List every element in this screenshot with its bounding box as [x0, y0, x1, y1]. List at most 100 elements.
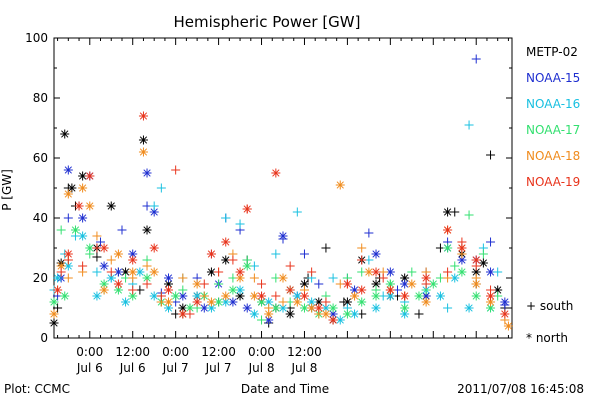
- data-point-south: [307, 267, 317, 277]
- marker-stroke: [501, 310, 509, 318]
- data-point-north: [471, 255, 481, 265]
- data-point-south: [271, 291, 281, 301]
- data-point-south: [378, 273, 388, 283]
- data-point-south: [271, 249, 281, 259]
- data-point-north: [206, 249, 216, 259]
- marker-stroke: [350, 292, 359, 300]
- data-point-north: [53, 273, 63, 283]
- marker-stroke: [358, 298, 366, 306]
- data-point-north: [242, 261, 252, 271]
- marker-stroke: [472, 256, 480, 264]
- footer-plot-credit: Plot: CCMC: [4, 382, 70, 396]
- data-point-north: [113, 249, 123, 259]
- data-point-north: [99, 285, 109, 295]
- marker-stroke: [150, 208, 158, 216]
- marker-stroke: [358, 286, 366, 294]
- data-point-south: [92, 252, 102, 262]
- data-point-north: [385, 279, 395, 289]
- data-point-south: [486, 237, 496, 247]
- data-point-north: [128, 267, 138, 277]
- data-point-north: [149, 243, 159, 253]
- data-point-north: [113, 279, 123, 289]
- marker-stroke: [53, 286, 62, 294]
- marker-stroke: [343, 310, 352, 318]
- data-point-north: [435, 291, 445, 301]
- marker-stroke: [164, 298, 173, 306]
- marker-stroke: [486, 268, 495, 276]
- marker-stroke: [179, 292, 187, 300]
- data-point-north: [457, 243, 467, 253]
- data-point-north: [242, 303, 252, 313]
- data-point-north: [278, 273, 288, 283]
- data-point-north: [49, 297, 59, 307]
- marker-stroke: [343, 298, 352, 306]
- marker-stroke: [193, 280, 201, 288]
- data-point-north: [471, 279, 481, 289]
- data-point-north: [364, 267, 374, 277]
- data-point-south: [407, 267, 417, 277]
- data-point-north: [299, 291, 309, 301]
- marker-stroke: [257, 298, 266, 306]
- marker-stroke: [164, 286, 173, 294]
- data-point-north: [428, 279, 438, 289]
- data-point-south: [63, 273, 73, 283]
- data-point-north: [443, 207, 453, 217]
- marker-stroke: [53, 274, 62, 282]
- data-point-south: [171, 165, 181, 175]
- marker-stroke: [78, 232, 87, 240]
- data-point-north: [500, 297, 510, 307]
- data-point-north: [171, 291, 181, 301]
- chart-title: Hemispheric Power [GW]: [174, 13, 361, 31]
- data-point-south: [199, 279, 209, 289]
- marker-stroke: [243, 304, 251, 312]
- data-point-south: [156, 291, 166, 301]
- marker-stroke: [193, 298, 201, 306]
- marker-stroke: [121, 298, 130, 306]
- data-point-south: [214, 279, 224, 289]
- marker-stroke: [50, 310, 58, 318]
- data-point-north: [307, 297, 317, 307]
- x-tick-label-time: 0:00: [76, 345, 103, 359]
- marker-stroke: [265, 310, 273, 318]
- legend-entry: NOAA-19: [526, 175, 580, 189]
- marker-stroke: [86, 202, 94, 210]
- marker-stroke: [315, 304, 323, 312]
- marker-stroke: [329, 304, 337, 312]
- data-point-north: [121, 297, 131, 307]
- marker-stroke: [329, 316, 337, 324]
- marker-stroke: [164, 280, 173, 288]
- data-point-south: [199, 291, 209, 301]
- data-point-north: [328, 315, 338, 325]
- data-point-south: [450, 261, 460, 271]
- legend-entry: NOAA-17: [526, 123, 580, 137]
- marker-stroke: [150, 292, 158, 300]
- data-point-south: [56, 267, 66, 277]
- marker-stroke: [214, 298, 223, 306]
- data-point-south: [214, 267, 224, 277]
- marker-stroke: [286, 286, 294, 294]
- marker-stroke: [50, 319, 58, 327]
- marker-stroke: [458, 256, 466, 264]
- marker-stroke: [250, 310, 259, 318]
- marker-stroke: [139, 136, 148, 144]
- marker-stroke: [265, 316, 273, 324]
- marker-stroke: [293, 292, 301, 300]
- marker-stroke: [401, 310, 409, 318]
- data-point-south: [128, 285, 138, 295]
- marker-stroke: [150, 244, 158, 252]
- data-point-north: [63, 189, 73, 199]
- marker-stroke: [121, 268, 130, 276]
- marker-stroke: [501, 298, 509, 306]
- marker-stroke: [164, 274, 173, 282]
- data-point-north: [457, 267, 467, 277]
- data-point-north: [500, 309, 510, 319]
- data-point-north: [164, 273, 173, 283]
- marker-stroke: [64, 190, 72, 198]
- marker-stroke: [272, 304, 280, 312]
- y-tick-label: 100: [25, 31, 48, 45]
- marker-stroke: [222, 256, 230, 264]
- data-point-south: [292, 207, 302, 217]
- marker-stroke: [365, 268, 373, 276]
- marker-stroke: [100, 262, 108, 270]
- marker-stroke: [465, 304, 473, 312]
